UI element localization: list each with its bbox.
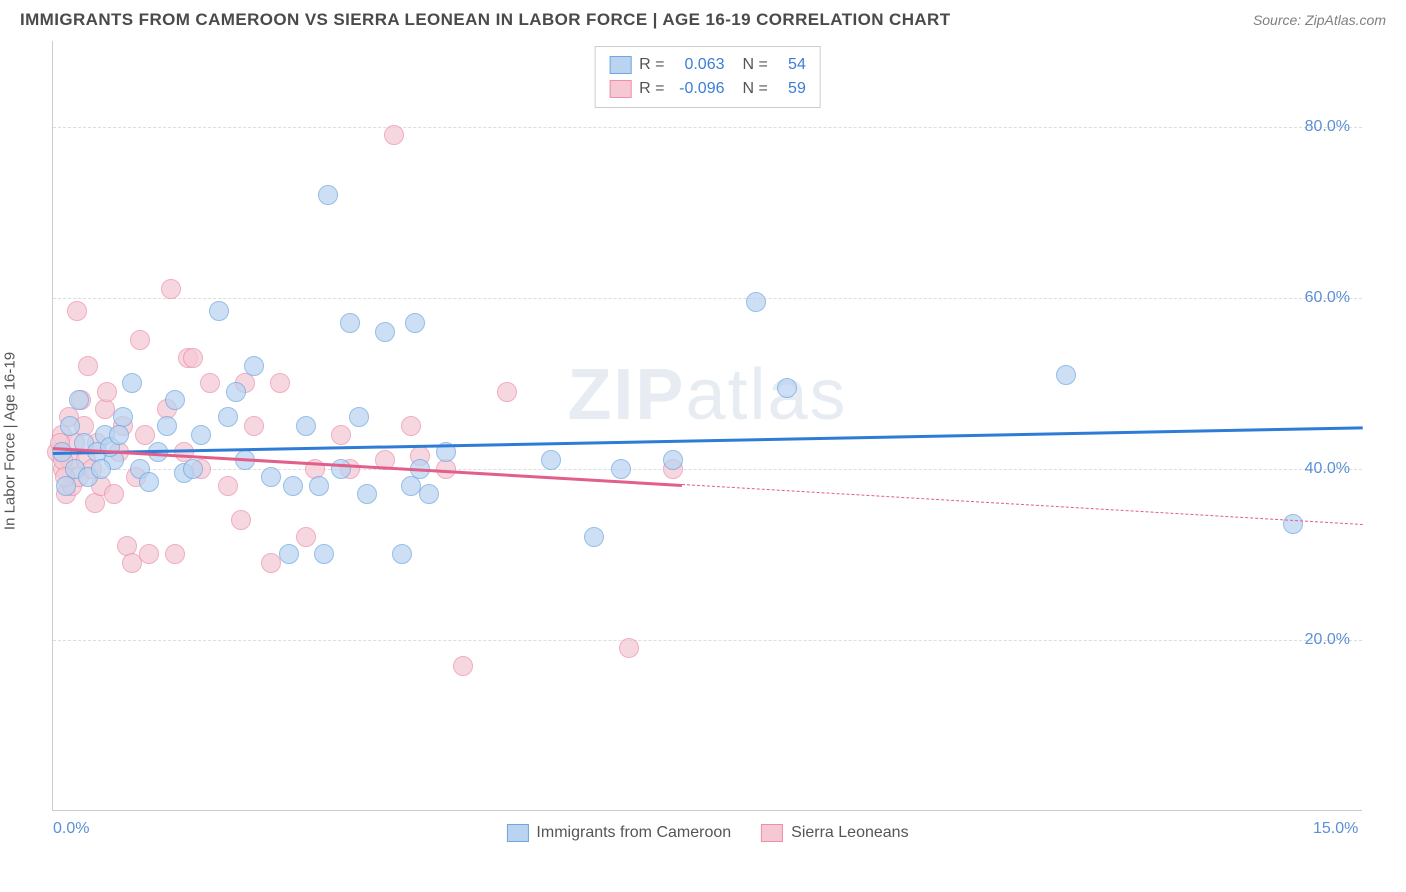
scatter-point-cameroon: [261, 467, 281, 487]
chart-container: In Labor Force | Age 16-19 ZIPatlas R =0…: [20, 36, 1386, 846]
scatter-point-cameroon: [349, 407, 369, 427]
scatter-point-cameroon: [244, 356, 264, 376]
scatter-point-sierra: [331, 425, 351, 445]
legend-label: Sierra Leoneans: [791, 824, 908, 842]
scatter-point-sierra: [384, 125, 404, 145]
scatter-point-cameroon: [56, 476, 76, 496]
header: IMMIGRANTS FROM CAMEROON VS SIERRA LEONE…: [0, 0, 1406, 36]
grid-line: [53, 640, 1362, 641]
scatter-point-sierra: [139, 544, 159, 564]
scatter-point-cameroon: [209, 301, 229, 321]
scatter-point-sierra: [619, 638, 639, 658]
r-label: R =: [639, 77, 664, 101]
scatter-point-sierra: [296, 527, 316, 547]
y-tick-label: 20.0%: [1305, 631, 1350, 649]
scatter-point-cameroon: [122, 373, 142, 393]
scatter-point-cameroon: [318, 185, 338, 205]
scatter-point-cameroon: [191, 425, 211, 445]
scatter-point-cameroon: [296, 416, 316, 436]
scatter-point-cameroon: [109, 425, 129, 445]
r-value: 0.063: [673, 53, 725, 77]
scatter-point-cameroon: [541, 450, 561, 470]
r-value: -0.096: [673, 77, 725, 101]
scatter-point-cameroon: [283, 476, 303, 496]
trend-line: [682, 484, 1363, 525]
source-label: Source: ZipAtlas.com: [1253, 12, 1386, 28]
y-tick-label: 60.0%: [1305, 289, 1350, 307]
scatter-point-sierra: [401, 416, 421, 436]
grid-line: [53, 127, 1362, 128]
plot-area: ZIPatlas R =0.063N =54R =-0.096N =59 Imm…: [52, 41, 1362, 811]
scatter-point-cameroon: [218, 407, 238, 427]
scatter-point-sierra: [67, 301, 87, 321]
scatter-point-sierra: [244, 416, 264, 436]
y-tick-label: 40.0%: [1305, 460, 1350, 478]
scatter-point-cameroon: [139, 472, 159, 492]
scatter-point-sierra: [85, 493, 105, 513]
scatter-point-sierra: [135, 425, 155, 445]
scatter-point-cameroon: [419, 484, 439, 504]
stats-row: R = 0.063 N = 54: [609, 53, 806, 77]
scatter-point-cameroon: [309, 476, 329, 496]
scatter-point-sierra: [231, 510, 251, 530]
scatter-point-sierra: [165, 544, 185, 564]
scatter-point-sierra: [97, 382, 117, 402]
grid-line: [53, 298, 1362, 299]
legend-item: Immigrants from Cameroon: [506, 824, 731, 842]
watermark: ZIPatlas: [567, 354, 847, 436]
r-label: R =: [639, 53, 664, 77]
scatter-point-sierra: [78, 356, 98, 376]
scatter-point-cameroon: [314, 544, 334, 564]
scatter-point-cameroon: [331, 459, 351, 479]
x-tick-label: 0.0%: [53, 820, 89, 838]
legend-swatch: [761, 824, 783, 842]
legend-bottom: Immigrants from Cameroon Sierra Leoneans: [506, 824, 908, 842]
scatter-point-cameroon: [405, 313, 425, 333]
legend-swatch: [506, 824, 528, 842]
scatter-point-cameroon: [183, 459, 203, 479]
n-value: 54: [776, 53, 806, 77]
scatter-point-cameroon: [91, 459, 111, 479]
scatter-point-cameroon: [157, 416, 177, 436]
scatter-point-cameroon: [611, 459, 631, 479]
scatter-point-cameroon: [663, 450, 683, 470]
scatter-point-sierra: [130, 330, 150, 350]
scatter-point-sierra: [270, 373, 290, 393]
scatter-point-cameroon: [375, 322, 395, 342]
scatter-point-cameroon: [777, 378, 797, 398]
scatter-point-sierra: [104, 484, 124, 504]
y-axis-label: In Labor Force | Age 16-19: [2, 352, 19, 530]
n-label: N =: [743, 53, 768, 77]
n-value: 59: [776, 77, 806, 101]
legend-item: Sierra Leoneans: [761, 824, 908, 842]
scatter-point-cameroon: [340, 313, 360, 333]
scatter-point-cameroon: [60, 416, 80, 436]
stats-row: R = -0.096 N = 59: [609, 77, 806, 101]
x-tick-label: 15.0%: [1313, 820, 1358, 838]
n-label: N =: [743, 77, 768, 101]
scatter-point-cameroon: [746, 292, 766, 312]
scatter-point-cameroon: [1056, 365, 1076, 385]
scatter-point-cameroon: [165, 390, 185, 410]
scatter-point-cameroon: [226, 382, 246, 402]
stats-swatch: [609, 56, 631, 74]
scatter-point-sierra: [183, 348, 203, 368]
scatter-point-cameroon: [392, 544, 412, 564]
scatter-point-cameroon: [584, 527, 604, 547]
scatter-point-cameroon: [279, 544, 299, 564]
scatter-point-cameroon: [69, 390, 89, 410]
page-title: IMMIGRANTS FROM CAMEROON VS SIERRA LEONE…: [20, 10, 951, 30]
scatter-point-sierra: [453, 656, 473, 676]
scatter-point-sierra: [161, 279, 181, 299]
stats-swatch: [609, 80, 631, 98]
scatter-point-sierra: [497, 382, 517, 402]
scatter-point-sierra: [200, 373, 220, 393]
scatter-point-cameroon: [357, 484, 377, 504]
stats-box: R = 0.063 N = 54 R = -0.096 N = 59: [594, 46, 821, 108]
scatter-point-sierra: [218, 476, 238, 496]
scatter-point-cameroon: [1283, 514, 1303, 534]
y-tick-label: 80.0%: [1305, 118, 1350, 136]
legend-label: Immigrants from Cameroon: [536, 824, 731, 842]
